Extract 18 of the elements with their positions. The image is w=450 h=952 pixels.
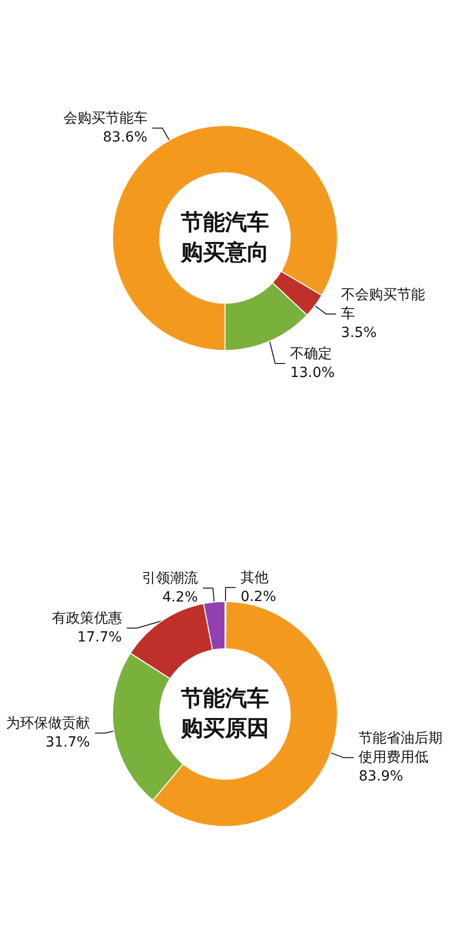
slice-label: 不会购买节能车 — [341, 287, 426, 322]
text: 节能汽车购买原因 — [180, 686, 269, 742]
text: 节能汽车购买意向 — [180, 210, 269, 266]
data-label: 17.7% — [77, 630, 122, 646]
slice-label: 其他 — [240, 570, 269, 586]
data-label: 4.2% — [162, 590, 198, 606]
data-label: 31.7% — [45, 734, 90, 751]
data-label: 83.9% — [358, 768, 404, 785]
slice-label: 有政策优惠 — [52, 610, 122, 627]
data-label: 3.5% — [341, 325, 377, 342]
slice-label: 为环保做贡献 — [6, 716, 90, 732]
data-label: 83.6% — [102, 130, 148, 146]
data-label: 13.0% — [290, 365, 335, 382]
slice-label: 不确定 — [290, 346, 332, 362]
slice-label: 会购买节能车 — [63, 110, 148, 127]
slice-label: 引领潮流 — [142, 570, 198, 587]
slice-label: 节能省油后期使用费用低 — [358, 730, 443, 766]
data-label: 0.2% — [240, 589, 276, 605]
